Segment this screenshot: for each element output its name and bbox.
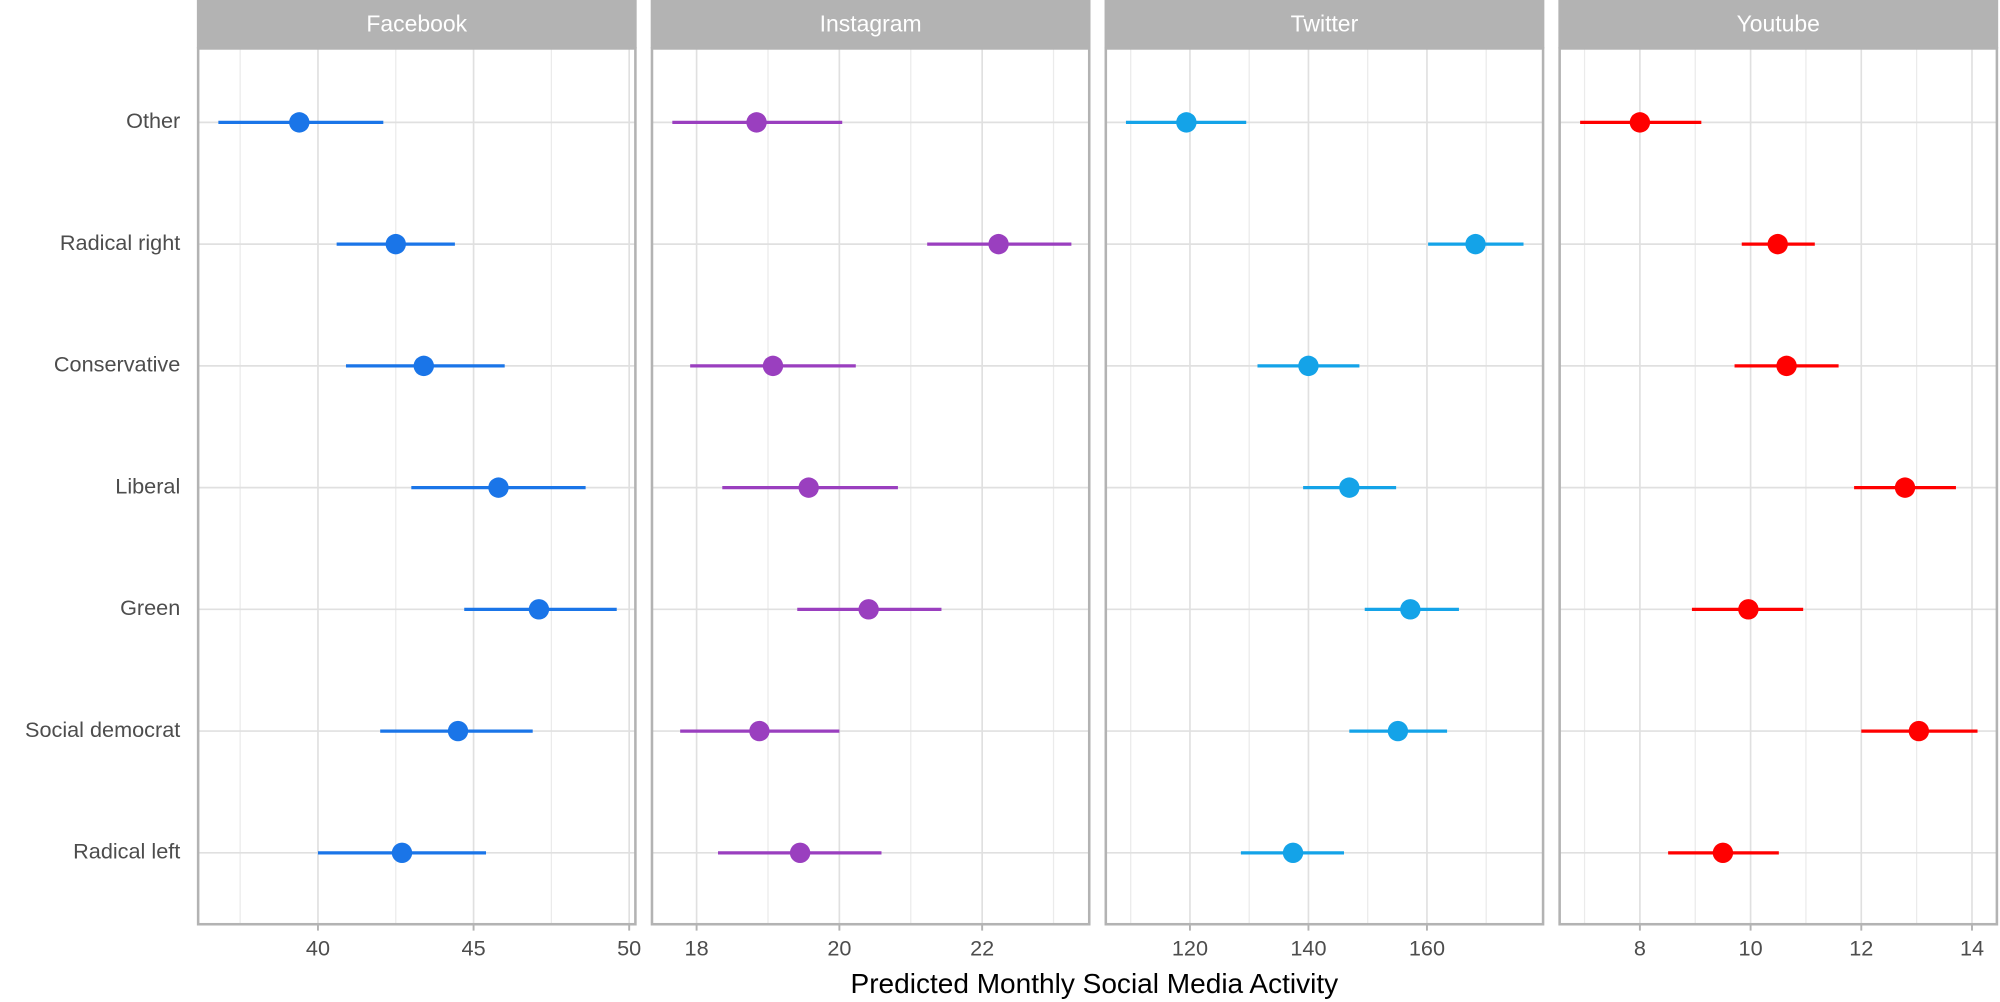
panel-border bbox=[1104, 47, 1545, 926]
point bbox=[289, 112, 310, 133]
point bbox=[1176, 112, 1197, 133]
point bbox=[1465, 233, 1486, 255]
point bbox=[1776, 355, 1797, 377]
panel-title: Twitter bbox=[1291, 11, 1359, 37]
point bbox=[1738, 599, 1759, 620]
point bbox=[1908, 720, 1930, 742]
x-tick-label: 10 bbox=[1739, 935, 1763, 960]
point bbox=[447, 720, 469, 742]
point bbox=[1339, 477, 1360, 498]
strip bbox=[196, 0, 637, 49]
strip bbox=[650, 0, 1091, 49]
panel-border bbox=[1558, 47, 1999, 926]
x-tick-label: 14 bbox=[1960, 935, 1984, 960]
x-tick-label: 40 bbox=[306, 935, 330, 960]
point bbox=[385, 233, 406, 255]
point bbox=[391, 842, 413, 864]
y-tick-label: Green bbox=[120, 595, 180, 620]
point bbox=[1282, 842, 1304, 864]
strip bbox=[1558, 0, 1999, 49]
point bbox=[762, 355, 784, 377]
point bbox=[798, 477, 819, 498]
point bbox=[1629, 112, 1651, 133]
y-tick-label: Liberal bbox=[115, 473, 180, 498]
x-tick-label: 140 bbox=[1290, 935, 1326, 960]
y-tick-label: Radical left bbox=[73, 839, 180, 864]
panel-title: Facebook bbox=[366, 11, 467, 37]
point bbox=[789, 842, 811, 864]
x-tick-label: 22 bbox=[970, 935, 994, 960]
point bbox=[488, 477, 509, 498]
x-tick-label: 160 bbox=[1409, 935, 1445, 960]
point bbox=[746, 112, 767, 133]
point bbox=[1298, 355, 1319, 377]
point bbox=[413, 355, 434, 377]
y-tick-label: Radical right bbox=[60, 230, 180, 255]
panel-border bbox=[196, 47, 637, 926]
x-tick-label: 18 bbox=[685, 935, 709, 960]
x-tick-label: 45 bbox=[462, 935, 486, 960]
x-axis-label: Predicted Monthly Social Media Activity bbox=[851, 968, 1339, 999]
point bbox=[1712, 842, 1734, 864]
point bbox=[1767, 233, 1788, 255]
point bbox=[528, 599, 550, 620]
x-tick-label: 50 bbox=[617, 935, 641, 960]
strip bbox=[1104, 0, 1545, 49]
x-tick-label: 120 bbox=[1172, 935, 1208, 960]
y-tick-label: Conservative bbox=[54, 352, 180, 377]
point bbox=[858, 599, 879, 620]
panel-title: Instagram bbox=[820, 11, 922, 37]
point bbox=[749, 720, 770, 742]
x-tick-label: 20 bbox=[827, 935, 851, 960]
panel-title: Youtube bbox=[1737, 11, 1820, 37]
x-tick-label: 12 bbox=[1849, 935, 1873, 960]
panel-border bbox=[650, 47, 1091, 926]
point bbox=[1400, 599, 1421, 620]
y-tick-label: Social democrat bbox=[25, 717, 180, 742]
point bbox=[988, 233, 1009, 255]
x-tick-label: 8 bbox=[1634, 935, 1646, 960]
point bbox=[1387, 720, 1409, 742]
y-tick-label: Other bbox=[126, 108, 180, 133]
point bbox=[1894, 477, 1916, 498]
